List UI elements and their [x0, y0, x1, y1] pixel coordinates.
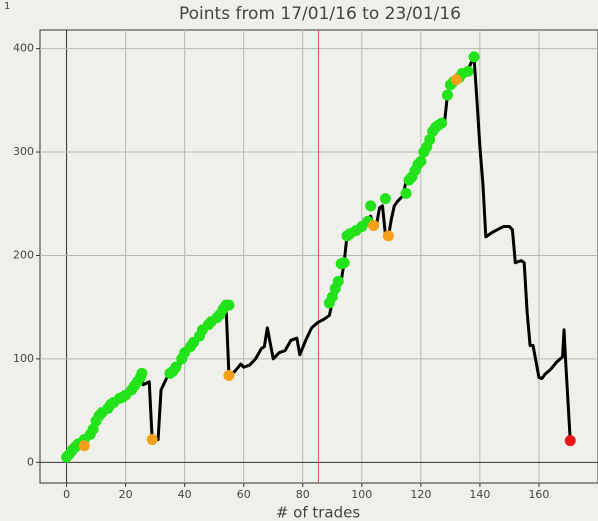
point: [436, 117, 448, 129]
point: [424, 134, 436, 146]
point: [87, 423, 99, 435]
point: [415, 155, 427, 167]
x-tick-label: 0: [63, 488, 70, 501]
point: [332, 275, 344, 287]
y-tick-label: 0: [27, 455, 34, 468]
point: [136, 367, 148, 379]
point: [146, 434, 158, 446]
y-tick-label: 200: [13, 248, 34, 261]
point: [462, 65, 474, 77]
point: [78, 440, 90, 452]
x-tick-label: 120: [410, 488, 431, 501]
point: [400, 187, 412, 199]
point: [564, 435, 576, 447]
y-tick-label: 100: [13, 352, 34, 365]
point: [223, 369, 235, 381]
x-tick-label: 60: [237, 488, 251, 501]
x-tick-label: 140: [469, 488, 490, 501]
point: [450, 74, 462, 86]
x-tick-label: 160: [528, 488, 549, 501]
x-tick-label: 100: [351, 488, 372, 501]
plot-area: [39, 29, 598, 484]
y-tick-label: 300: [13, 145, 34, 158]
point: [326, 291, 338, 303]
x-tick-label: 80: [296, 488, 310, 501]
point: [368, 219, 380, 231]
point: [379, 193, 391, 205]
x-tick-label: 40: [178, 488, 192, 501]
corner-label: 1: [4, 1, 10, 12]
point: [468, 51, 480, 63]
point: [441, 89, 453, 101]
point: [382, 230, 394, 242]
x-axis-label: # of trades: [276, 504, 361, 521]
chart-title: Points from 17/01/16 to 23/01/16: [179, 4, 461, 24]
point: [170, 361, 182, 373]
y-tick-label: 400: [13, 42, 34, 55]
point: [365, 200, 377, 212]
point: [338, 257, 350, 269]
x-tick-label: 20: [119, 488, 133, 501]
line: [65, 55, 572, 459]
point: [223, 299, 235, 311]
